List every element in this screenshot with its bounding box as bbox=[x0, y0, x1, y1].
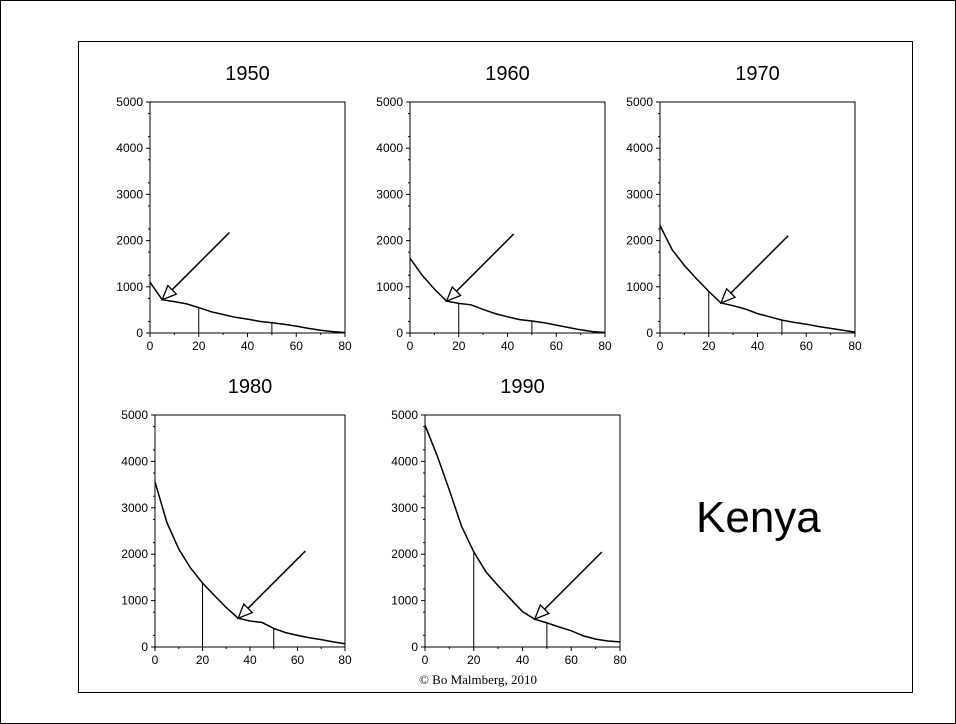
y-tick-label: 0 bbox=[136, 326, 143, 340]
y-tick-label: 1000 bbox=[376, 280, 403, 294]
annotation-arrow-shaft bbox=[171, 232, 230, 291]
y-tick-label: 2000 bbox=[626, 234, 653, 248]
axes-frame bbox=[149, 101, 346, 333]
chart-title: 1980 bbox=[228, 376, 273, 398]
x-tick-label: 80 bbox=[598, 339, 612, 353]
y-tick-label: 4000 bbox=[116, 141, 143, 155]
chart-panel-1950: 1950 0 1000 2000 3000 4000 5000 0 20 40 60 80 bbox=[116, 63, 352, 353]
y-tick-label: 5000 bbox=[121, 408, 148, 422]
x-tick-label: 40 bbox=[501, 339, 515, 353]
x-tick-label: 60 bbox=[291, 653, 305, 667]
chart-title: 1990 bbox=[500, 376, 545, 398]
x-tick-label: 80 bbox=[338, 339, 352, 353]
chart-panel-1990: 1990 0 1000 2000 3000 4000 5000 0 20 40 60 80 bbox=[391, 376, 627, 667]
y-tick-label: 2000 bbox=[391, 547, 418, 561]
chart-title: 1970 bbox=[735, 63, 780, 85]
x-tick-label: 60 bbox=[290, 339, 304, 353]
x-tick-label: 20 bbox=[192, 339, 206, 353]
y-tick-label: 1000 bbox=[391, 594, 418, 608]
country-label: Kenya bbox=[696, 493, 821, 542]
annotation-arrow-shaft bbox=[455, 233, 515, 292]
y-tick-label: 5000 bbox=[626, 95, 653, 109]
axes-frame bbox=[409, 101, 606, 333]
population-series-line bbox=[659, 225, 856, 333]
y-tick-label: 1000 bbox=[121, 594, 148, 608]
x-tick-label: 80 bbox=[338, 653, 352, 667]
y-tick-label: 2000 bbox=[376, 234, 403, 248]
x-tick-label: 0 bbox=[147, 339, 154, 353]
annotation-arrow-shaft bbox=[544, 551, 603, 610]
annotation-arrow-head bbox=[719, 287, 737, 305]
x-tick-label: 80 bbox=[848, 339, 862, 353]
y-tick-label: 4000 bbox=[391, 454, 418, 468]
y-tick-label: 5000 bbox=[376, 95, 403, 109]
x-tick-label: 40 bbox=[241, 339, 255, 353]
y-tick-label: 0 bbox=[646, 326, 653, 340]
annotation-arrow-head bbox=[236, 602, 254, 620]
x-tick-label: 0 bbox=[657, 339, 664, 353]
population-series-line bbox=[154, 481, 346, 645]
annotation-arrow-head bbox=[533, 603, 550, 621]
copyright-credit: © Bo Malmberg, 2010 bbox=[419, 672, 537, 687]
x-tick-label: 20 bbox=[452, 339, 466, 353]
y-tick-label: 0 bbox=[396, 326, 403, 340]
y-tick-label: 4000 bbox=[626, 141, 653, 155]
x-tick-label: 20 bbox=[702, 339, 716, 353]
x-tick-label: 40 bbox=[243, 653, 257, 667]
x-tick-label: 20 bbox=[196, 653, 210, 667]
chart-panel-1970: 1970 0 1000 2000 3000 4000 5000 0 20 40 60 80 bbox=[626, 63, 862, 353]
x-tick-label: 20 bbox=[467, 653, 481, 667]
y-tick-label: 2000 bbox=[121, 547, 148, 561]
figure-frame bbox=[78, 41, 913, 693]
y-tick-label: 3000 bbox=[391, 501, 418, 515]
axes-frame bbox=[154, 414, 346, 647]
y-tick-label: 5000 bbox=[391, 408, 418, 422]
annotation-arrow-shaft bbox=[730, 235, 789, 294]
y-tick-label: 1000 bbox=[626, 280, 653, 294]
chart-title: 1960 bbox=[485, 63, 530, 85]
y-tick-label: 0 bbox=[141, 640, 148, 654]
x-tick-label: 40 bbox=[516, 653, 530, 667]
population-series-line bbox=[424, 424, 621, 643]
x-tick-label: 40 bbox=[751, 339, 765, 353]
y-tick-label: 3000 bbox=[376, 187, 403, 201]
y-tick-label: 4000 bbox=[121, 454, 148, 468]
chart-panel-1960: 1960 0 1000 2000 3000 4000 5000 0 20 40 60 80 bbox=[376, 63, 612, 353]
x-tick-label: 0 bbox=[407, 339, 414, 353]
y-tick-label: 4000 bbox=[376, 141, 403, 155]
y-tick-label: 3000 bbox=[116, 187, 143, 201]
y-tick-label: 1000 bbox=[116, 280, 143, 294]
population-series-line bbox=[149, 281, 346, 334]
chart-panel-1980: 1980 0 1000 2000 3000 4000 5000 0 20 40 60 80 bbox=[121, 376, 352, 667]
x-tick-label: 0 bbox=[422, 653, 429, 667]
annotation-arrow-head bbox=[161, 284, 178, 301]
y-tick-label: 3000 bbox=[121, 501, 148, 515]
y-tick-label: 0 bbox=[411, 640, 418, 654]
annotation-arrow-shaft bbox=[247, 550, 306, 609]
y-tick-label: 2000 bbox=[116, 234, 143, 248]
chart-title: 1950 bbox=[225, 63, 270, 85]
x-tick-label: 80 bbox=[613, 653, 627, 667]
x-tick-label: 60 bbox=[565, 653, 579, 667]
x-tick-label: 60 bbox=[800, 339, 814, 353]
axes-frame bbox=[424, 414, 621, 647]
x-tick-label: 60 bbox=[550, 339, 564, 353]
axes-frame bbox=[659, 101, 856, 333]
x-tick-label: 0 bbox=[152, 653, 159, 667]
y-tick-label: 3000 bbox=[626, 187, 653, 201]
population-series-line bbox=[409, 257, 606, 334]
y-tick-label: 5000 bbox=[116, 95, 143, 109]
annotation-arrow-head bbox=[445, 285, 462, 303]
